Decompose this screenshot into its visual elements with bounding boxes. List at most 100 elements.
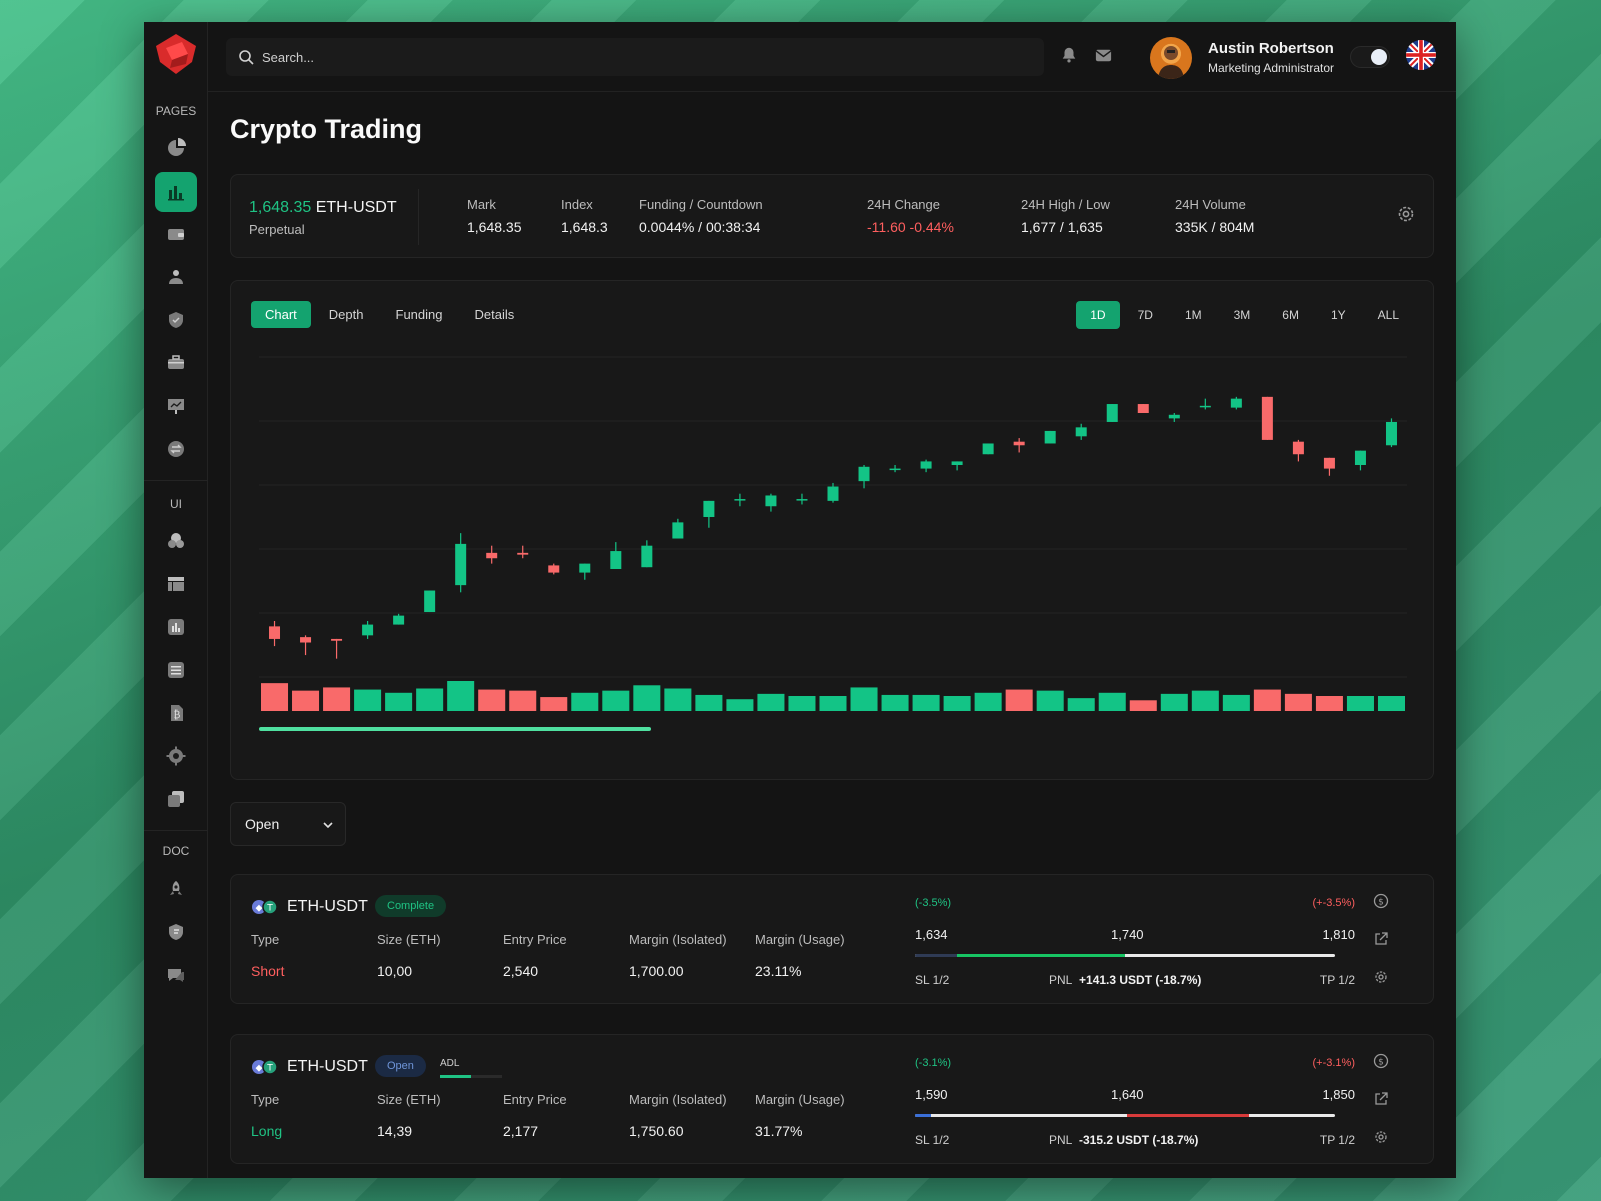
sl-label[interactable]: SL 1/2	[915, 973, 950, 987]
volume-bar	[323, 687, 351, 711]
range-1d[interactable]: 1D	[1076, 301, 1120, 329]
copy-icon[interactable]	[162, 785, 190, 813]
pnl-label: PNL	[1049, 1133, 1073, 1147]
chart-icon[interactable]	[162, 613, 190, 641]
range-3m[interactable]: 3M	[1233, 308, 1251, 322]
list-icon[interactable]	[162, 656, 190, 684]
range-1m[interactable]: 1M	[1184, 308, 1202, 322]
volume-bar	[664, 688, 692, 711]
candle-body	[424, 590, 436, 613]
volume-bar	[633, 685, 661, 711]
volume-bar	[881, 694, 909, 711]
search-bar[interactable]	[226, 38, 1044, 76]
mail-icon[interactable]	[1092, 44, 1114, 66]
wallet-icon[interactable]	[162, 220, 190, 248]
shapes-icon[interactable]	[162, 527, 190, 555]
rocket-icon[interactable]	[162, 875, 190, 903]
tab-funding[interactable]: Funding	[395, 307, 443, 322]
range-6m[interactable]: 6M	[1282, 308, 1299, 322]
tab-depth[interactable]: Depth	[328, 307, 364, 322]
position-card: ◆ T ETH-USDT Complete Type Size (ETH) En…	[230, 874, 1434, 1004]
layout-icon[interactable]	[162, 570, 190, 598]
bell-icon[interactable]	[1058, 44, 1080, 66]
tp-label[interactable]: TP 1/2	[1319, 1133, 1355, 1147]
app-window: PAGES UI	[144, 22, 1456, 1178]
candle-body	[1323, 457, 1335, 469]
page-title: Crypto Trading	[230, 114, 423, 144]
bitcoin-doc-icon[interactable]: ₿	[162, 699, 190, 727]
range-segment-loss	[1127, 1114, 1249, 1117]
user-coin-icon[interactable]	[162, 263, 190, 291]
shield-icon[interactable]	[162, 306, 190, 334]
gear-icon[interactable]	[1373, 1129, 1389, 1145]
ticker-settings-icon[interactable]	[1395, 203, 1417, 225]
tp-label[interactable]: TP 1/2	[1319, 973, 1355, 987]
badge-icon[interactable]	[162, 918, 190, 946]
external-link-icon[interactable]	[1373, 1091, 1389, 1107]
chat-icon[interactable]	[162, 961, 190, 989]
candle-body	[610, 551, 622, 569]
range-selector: 1D 7D 1M 3M 6M 1Y ALL	[1076, 301, 1413, 329]
price-range-bar	[915, 954, 1335, 957]
candle-body	[1168, 414, 1180, 419]
volume-bar	[1222, 694, 1250, 711]
uk-flag-icon[interactable]	[1406, 40, 1436, 70]
candle-body	[300, 637, 312, 643]
brand-logo-icon[interactable]	[152, 32, 200, 78]
position-size: 14,39	[377, 1123, 413, 1139]
volume-bar	[1284, 693, 1312, 711]
col-type-label: Type	[251, 932, 280, 947]
volume-bar	[726, 699, 754, 711]
search-input[interactable]	[262, 49, 1022, 65]
status-badge: Open	[375, 1055, 426, 1077]
candle-body	[579, 563, 591, 573]
volume-bar	[261, 683, 289, 711]
candle-body	[1044, 430, 1056, 444]
level-mid: 1,740	[1111, 927, 1144, 942]
bar-chart-icon[interactable]	[155, 172, 197, 212]
svg-text:◆: ◆	[256, 1064, 263, 1074]
presentation-icon[interactable]	[162, 392, 190, 420]
sl-label[interactable]: SL 1/2	[915, 1133, 950, 1147]
volume-bar	[478, 689, 506, 711]
pie-chart-icon[interactable]	[162, 134, 190, 162]
tab-details[interactable]: Details	[474, 307, 515, 322]
level-mid: 1,640	[1111, 1087, 1144, 1102]
range-1y[interactable]: 1Y	[1330, 308, 1346, 322]
sidebar-section-ui: UI	[170, 497, 182, 511]
dollar-icon[interactable]: $	[1373, 1053, 1389, 1069]
sidebar: PAGES UI	[144, 22, 208, 1178]
stat-mark-value: 1,648.35	[467, 219, 522, 235]
topbar: Austin Robertson Marketing Administrator	[208, 22, 1456, 92]
range-7d[interactable]: 7D	[1137, 308, 1153, 322]
avatar[interactable]	[1150, 37, 1192, 79]
dollar-icon[interactable]: $	[1373, 893, 1389, 909]
tab-chart[interactable]: Chart	[251, 301, 311, 328]
col-size-label: Size (ETH)	[377, 932, 441, 947]
search-icon	[239, 50, 254, 65]
theme-toggle[interactable]	[1350, 46, 1390, 68]
sidebar-section-pages: PAGES	[155, 104, 197, 118]
svg-text:◆: ◆	[256, 904, 263, 914]
position-type: Short	[251, 963, 285, 979]
range-segment	[915, 954, 957, 957]
col-margin-isolated-label: Margin (Isolated)	[629, 932, 727, 947]
gear-icon[interactable]	[1373, 969, 1389, 985]
candle-body	[1354, 450, 1366, 465]
eth-usdt-icon: ◆ T	[252, 1059, 278, 1075]
adl-label: ADL	[440, 1058, 460, 1069]
external-link-icon[interactable]	[1373, 931, 1389, 947]
sidebar-divider	[144, 480, 208, 481]
exchange-icon[interactable]	[162, 435, 190, 463]
range-all[interactable]: ALL	[1377, 308, 1399, 322]
briefcase-icon[interactable]	[162, 349, 190, 377]
col-size-label: Size (ETH)	[377, 1092, 441, 1107]
stat-volume-label: 24H Volume	[1175, 197, 1246, 212]
user-role: Marketing Administrator	[1208, 61, 1335, 75]
settings-icon[interactable]	[162, 742, 190, 770]
candle-body	[858, 466, 870, 482]
level-high: 1,810	[1322, 927, 1355, 942]
volume-bar	[1315, 696, 1343, 711]
position-margin-isolated: 1,700.00	[629, 963, 684, 979]
status-filter-dropdown[interactable]: Open	[230, 802, 346, 846]
